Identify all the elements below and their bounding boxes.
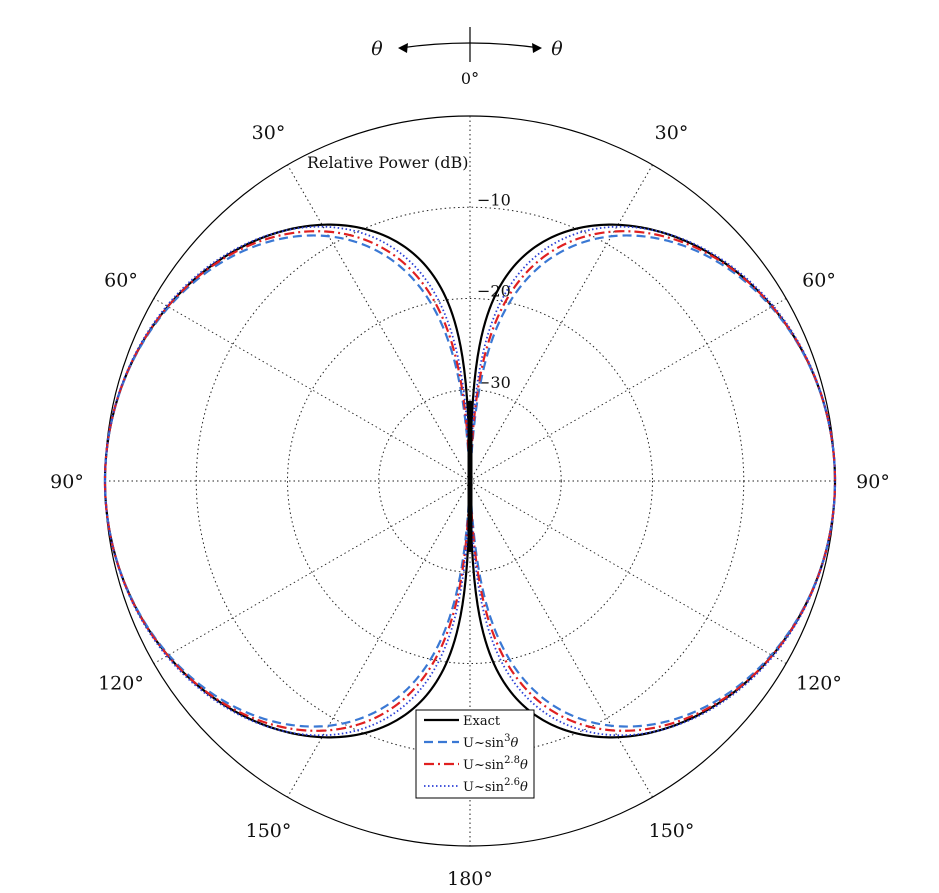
angular-label-left: 120° [98, 673, 144, 695]
legend-label: Exact [463, 714, 501, 729]
theta-label-right: θ [551, 38, 563, 60]
arrow-right-icon [532, 43, 542, 53]
radial-tick-label: −30 [477, 373, 511, 392]
angular-label-right: 120° [796, 673, 842, 695]
radial-tick-label: −10 [477, 190, 511, 209]
legend-box [415, 709, 535, 799]
angular-label-right: 150° [649, 820, 695, 842]
angular-label-top: 0° [461, 69, 479, 88]
angular-label-right: 90° [856, 471, 890, 493]
angular-label-left: 150° [246, 820, 292, 842]
legend: Exact U~sin3θ U~sin2.8θ U~sin2.6θ [415, 709, 535, 799]
angular-label-right: 30° [655, 122, 689, 144]
theta-indicator: θ θ 0° [371, 27, 563, 88]
angular-label-left: 60° [104, 270, 138, 292]
angular-label-left: 90° [50, 471, 84, 493]
radial-grid-circle [287, 298, 653, 664]
legend-label: U~sin2.6θ [463, 777, 528, 795]
angular-label-bottom: 180° [447, 868, 493, 890]
radial-axis-label: Relative Power (dB) [307, 153, 468, 172]
legend-label: U~sin3θ [463, 733, 518, 751]
angular-label-left: 30° [252, 122, 286, 144]
radial-tick-label: −20 [477, 282, 511, 301]
theta-label-left: θ [371, 38, 383, 60]
arrow-left-icon [398, 43, 408, 53]
legend-label: U~sin2.8θ [463, 755, 528, 773]
angular-label-right: 60° [802, 270, 836, 292]
radial-grid-circle [378, 389, 562, 573]
